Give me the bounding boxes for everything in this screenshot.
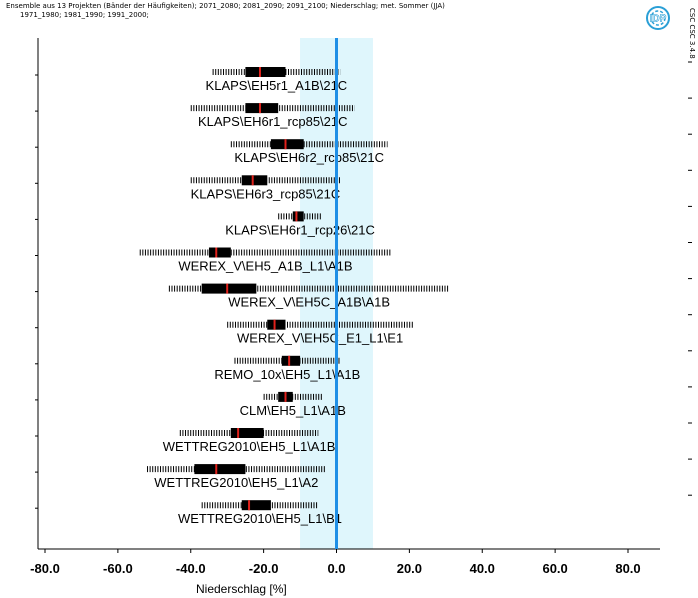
series-label: KLAPS\EH6r1_rcp26\21C	[225, 222, 375, 237]
iqr-box	[230, 428, 264, 438]
series-label: WETTREG2010\EH5_L1\B1	[178, 511, 342, 526]
iqr-box	[270, 139, 304, 150]
x-tick-label: 60.0	[542, 561, 567, 576]
series-label: WEREX_V\EH5C_E1_L1\E1	[237, 331, 403, 346]
x-tick-label: 0.0	[327, 561, 345, 576]
series-label: KLAPS\EH6r2_rcp85\21C	[234, 150, 384, 165]
series-label: WETTREG2010\EH5_L1\A1B	[163, 439, 336, 454]
iqr-box	[267, 319, 286, 330]
series-label: CLM\EH5_L1\A1B	[240, 403, 346, 418]
x-tick-label: -60.0	[103, 561, 133, 576]
series-label: WEREX_V\EH5_A1B_L1\A1B	[178, 259, 352, 274]
series-label: WETTREG2010\EH5_L1\A2	[154, 475, 318, 490]
x-tick-label: -80.0	[30, 561, 60, 576]
x-tick-label: 80.0	[615, 561, 640, 576]
x-tick-label: -20.0	[249, 561, 279, 576]
iqr-box	[194, 464, 246, 475]
x-tick-label: 40.0	[470, 561, 495, 576]
series-label: REMO_10x\EH5_L1\A1B	[214, 367, 360, 382]
series-label: WEREX_V\EH5C_A1B\A1B	[228, 295, 390, 310]
x-tick-label: 20.0	[397, 561, 422, 576]
iqr-box	[241, 175, 268, 186]
idp-logo-icon: IDP	[646, 6, 670, 30]
logo-text: IDP	[650, 14, 667, 25]
iqr-box	[292, 211, 304, 222]
iqr-box	[208, 247, 231, 258]
iqr-box	[281, 355, 301, 366]
series-label: KLAPS\EH6r1_rcp85\21C	[198, 114, 348, 129]
iqr-box	[245, 103, 279, 114]
series-label: KLAPS\EH6r3_rcp85\21C	[191, 186, 341, 201]
iqr-box	[201, 283, 257, 294]
version-text: CSC CSC 3.4.8	[688, 8, 696, 59]
iqr-box	[245, 67, 286, 77]
series-label: KLAPS\EH5r1_A1B\21C	[206, 78, 348, 93]
chart-header-line2: 1971_1980; 1981_1990; 1991_2000;	[20, 11, 149, 19]
x-tick-label: -40.0	[176, 561, 206, 576]
vertical-version-text: CSC CSC 3.4.8	[688, 8, 696, 59]
chart-header-line1: Ensemble aus 13 Projekten (Bänder der Hä…	[6, 2, 445, 10]
x-axis-label: Niederschlag [%]	[196, 582, 287, 596]
iqr-box	[241, 500, 271, 511]
